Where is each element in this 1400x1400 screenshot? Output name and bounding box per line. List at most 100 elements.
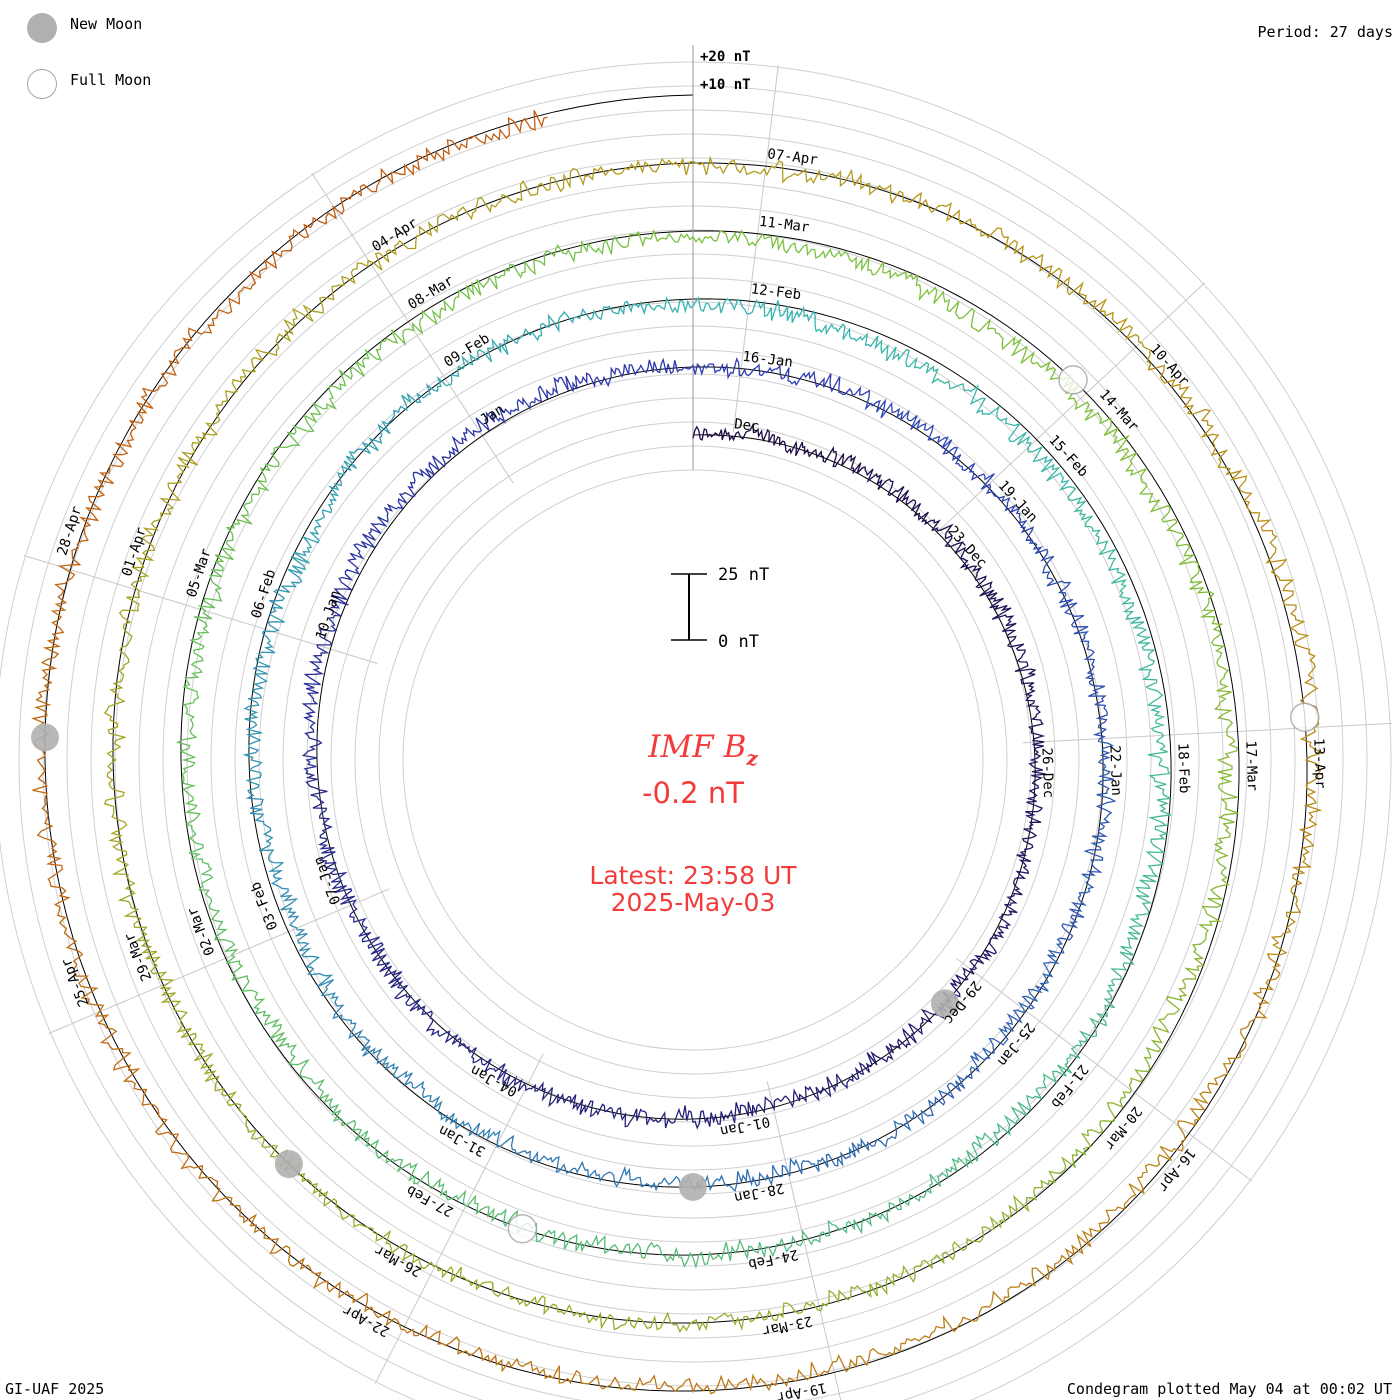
new-moon-marker xyxy=(930,989,959,1018)
grid-spoke xyxy=(374,1053,544,1384)
date-label: 29-Mar xyxy=(122,930,156,983)
bz-series-segment xyxy=(1056,735,1117,945)
bz-series-segment xyxy=(746,1141,979,1258)
legend-new-moon-label: New Moon xyxy=(70,15,143,33)
bz-series-segment xyxy=(584,155,893,203)
latest-time: Latest: 23:58 UT xyxy=(589,861,797,890)
bz-series-segment xyxy=(692,422,863,475)
bz-series-segment xyxy=(475,357,679,432)
bz-series-segment xyxy=(1099,953,1282,1225)
bz-series-layer xyxy=(31,110,1324,1395)
bz-series-segment xyxy=(332,1001,510,1148)
new-moon-marker xyxy=(679,1173,707,1201)
bz-series-segment xyxy=(69,282,256,566)
bz-series-segment xyxy=(651,296,883,353)
bz-series-segment xyxy=(514,1079,702,1130)
bz-series-segment xyxy=(880,343,1076,491)
full-moon-marker xyxy=(1058,365,1088,395)
bz-series-segment xyxy=(249,110,548,286)
current-value: -0.2 nT xyxy=(642,776,744,810)
scale-bar-top-label: 25 nT xyxy=(718,565,769,585)
date-label: 19-Apr xyxy=(775,1379,828,1400)
bz-series-segment xyxy=(494,1355,822,1395)
bz-series-segment xyxy=(313,167,589,314)
period-label: Period: 27 days xyxy=(1257,23,1393,41)
bz-series-segment xyxy=(1147,363,1310,646)
bz-series-segment xyxy=(971,951,1135,1150)
bz-series-segment xyxy=(817,1222,1104,1377)
date-label: 11-Mar xyxy=(758,214,810,236)
bz-series-segment xyxy=(184,819,298,1065)
bz-series-segment xyxy=(371,948,519,1089)
date-label: Dec xyxy=(733,416,760,435)
grid-spoke xyxy=(766,1081,842,1400)
bz-series-segment xyxy=(376,235,626,351)
full-moon-marker xyxy=(1290,702,1320,732)
date-label: 18-Feb xyxy=(1174,743,1192,794)
bz-series-segment xyxy=(622,228,891,278)
legend-full-moon-label: Full Moon xyxy=(70,71,152,89)
date-label: 03-Feb xyxy=(248,879,282,932)
bz-series-segment xyxy=(492,1282,784,1334)
scale-bar: 25 nT 0 nT xyxy=(671,565,769,652)
bz-series-segment xyxy=(53,895,221,1190)
date-label: 13-Apr xyxy=(1310,738,1328,789)
plotted-timestamp: Condegram plotted May 04 at 00:02 UT xyxy=(1066,1380,1392,1398)
date-label: 12-Feb xyxy=(750,281,802,303)
new-moon-marker xyxy=(274,1150,303,1179)
bz-series-segment xyxy=(111,854,249,1129)
date-label: 17-Mar xyxy=(1242,740,1260,791)
bz-series-segment xyxy=(1191,681,1239,960)
bz-series-segment xyxy=(997,755,1047,934)
date-label: 02-Mar xyxy=(185,905,219,958)
bz-series-segment xyxy=(1034,957,1206,1189)
new-moon-icon xyxy=(27,13,57,43)
bz-series-segment xyxy=(433,300,655,392)
parameter-title: IMF Bz xyxy=(647,729,758,770)
bz-series-segment xyxy=(1067,486,1164,716)
date-label: 22-Jan xyxy=(1106,745,1124,796)
ref-label-plus10: +10 nT xyxy=(700,77,751,93)
bz-series-segment xyxy=(1266,641,1324,959)
bz-series-segment xyxy=(287,383,438,575)
credit-label: GI-UAF 2025 xyxy=(5,1380,105,1398)
bz-series-segment xyxy=(698,1052,878,1127)
zero-baseline-spiral xyxy=(44,94,1308,1392)
bz-series-segment xyxy=(214,348,382,563)
bz-series-segment xyxy=(242,568,303,796)
bz-series-segment xyxy=(137,304,319,561)
bz-series-segment xyxy=(1119,711,1173,956)
grid-spoke xyxy=(732,65,779,433)
ref-label-plus20: +20 nT xyxy=(700,49,751,65)
bz-series-segment xyxy=(856,466,993,589)
bz-series-segment xyxy=(245,792,339,1005)
full-moon-icon xyxy=(27,69,57,99)
bz-series-segment xyxy=(211,1186,498,1365)
date-label: 05-Mar xyxy=(184,546,215,599)
parameter-subscript: z xyxy=(745,746,758,770)
grid-spoke xyxy=(1022,722,1393,744)
grid-spoke xyxy=(956,958,1253,1182)
bz-series-segment xyxy=(1029,539,1108,740)
bz-series-segment xyxy=(175,560,224,825)
bz-series-segment xyxy=(674,357,881,411)
bz-series-segment xyxy=(301,573,354,774)
bz-series-segment xyxy=(288,1056,499,1223)
bz-series-segment xyxy=(103,557,153,861)
bz-series-segment xyxy=(344,417,483,581)
date-label: 16-Jan xyxy=(742,349,794,371)
date-label: 25-Jan xyxy=(994,1019,1038,1069)
date-labels: Dec23-Dec26-Dec29-Dec01-Jan04-Jan07-Jan1… xyxy=(54,146,1328,1400)
bz-series-segment xyxy=(718,1109,931,1193)
bz-series-segment xyxy=(875,398,1035,544)
full-moon-marker xyxy=(507,1213,538,1244)
bz-series-segment xyxy=(778,1186,1039,1319)
moon-phase-markers xyxy=(31,365,1320,1244)
bz-series-segment xyxy=(1103,426,1230,685)
bz-series-segment xyxy=(889,190,1152,371)
center-title: IMF Bz -0.2 nT Latest: 23:58 UT 2025-May… xyxy=(589,729,797,917)
bz-series-segment xyxy=(889,270,1119,436)
bz-series-segment xyxy=(245,1125,494,1292)
date-label: 01-Apr xyxy=(119,525,150,578)
